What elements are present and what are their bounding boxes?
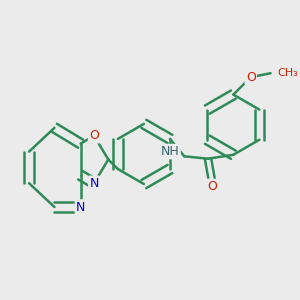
Text: O: O xyxy=(246,71,256,84)
Text: CH₃: CH₃ xyxy=(277,68,298,78)
Text: O: O xyxy=(89,129,99,142)
Text: NH: NH xyxy=(161,145,179,158)
Text: N: N xyxy=(89,177,99,190)
Text: O: O xyxy=(207,180,217,193)
Text: N: N xyxy=(76,200,85,214)
